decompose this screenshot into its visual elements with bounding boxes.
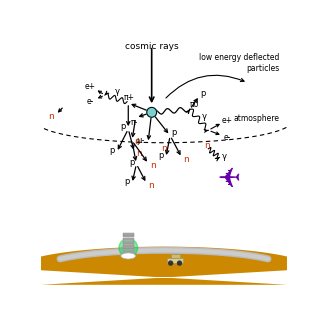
Text: γ: γ — [221, 152, 226, 161]
Bar — [123, 254, 134, 256]
Text: n: n — [136, 149, 142, 158]
Circle shape — [169, 261, 172, 265]
Bar — [171, 254, 180, 258]
Text: π-: π- — [131, 118, 138, 127]
Circle shape — [147, 108, 156, 117]
Text: n: n — [148, 180, 154, 189]
Text: p: p — [109, 146, 114, 155]
Text: γ: γ — [202, 112, 207, 121]
Text: γ: γ — [115, 87, 120, 96]
Text: e-: e- — [223, 133, 231, 142]
Text: n: n — [204, 141, 210, 150]
Bar — [123, 238, 134, 240]
Text: p: p — [129, 157, 135, 167]
Bar — [167, 258, 183, 263]
Text: n: n — [134, 137, 140, 146]
Text: low energy deflected
particles: low energy deflected particles — [199, 53, 280, 73]
Text: n: n — [161, 144, 166, 153]
Bar — [123, 241, 134, 243]
Text: p: p — [171, 128, 177, 137]
Text: p: p — [158, 151, 164, 160]
Bar — [123, 246, 134, 248]
Text: e+: e+ — [221, 116, 233, 125]
Text: π0: π0 — [189, 100, 199, 109]
Text: n: n — [150, 161, 156, 170]
Circle shape — [119, 238, 138, 257]
Polygon shape — [16, 247, 312, 285]
Text: p: p — [124, 177, 130, 186]
Text: n: n — [184, 155, 189, 164]
Text: p: p — [120, 122, 125, 131]
Text: cosmic rays: cosmic rays — [125, 42, 179, 51]
Bar — [123, 244, 134, 246]
Text: π+: π+ — [124, 93, 135, 102]
Bar — [123, 249, 134, 251]
Bar — [123, 235, 134, 237]
Text: p: p — [201, 89, 206, 98]
Circle shape — [178, 261, 181, 265]
Bar — [123, 252, 134, 254]
Text: e+: e+ — [85, 83, 96, 92]
Text: n: n — [48, 111, 53, 121]
Text: ✈: ✈ — [215, 159, 238, 187]
Bar — [123, 233, 134, 235]
Text: atmosphere: atmosphere — [234, 114, 280, 123]
Text: e-: e- — [87, 98, 94, 107]
Text: μ-: μ- — [136, 136, 145, 145]
Ellipse shape — [121, 253, 136, 259]
